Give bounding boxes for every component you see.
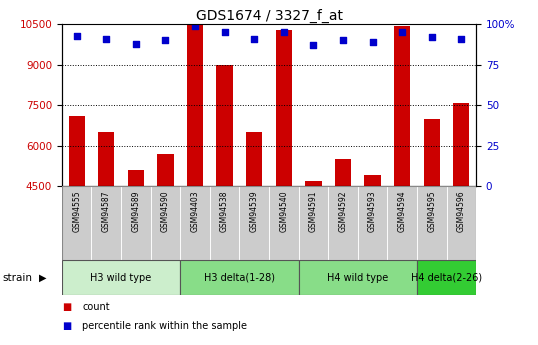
Bar xyxy=(246,132,263,186)
Point xyxy=(161,38,170,43)
Bar xyxy=(239,186,269,260)
Bar xyxy=(364,176,381,186)
Text: count: count xyxy=(82,302,110,312)
Point xyxy=(220,29,229,35)
Bar xyxy=(394,26,410,186)
Text: GSM94587: GSM94587 xyxy=(102,190,111,231)
Bar xyxy=(453,102,470,186)
Text: H3 wild type: H3 wild type xyxy=(90,273,152,283)
Bar xyxy=(98,132,115,186)
Bar xyxy=(305,181,322,186)
Text: GSM94591: GSM94591 xyxy=(309,190,318,231)
Text: GSM94596: GSM94596 xyxy=(457,190,466,231)
Title: GDS1674 / 3327_f_at: GDS1674 / 3327_f_at xyxy=(195,9,343,23)
Text: GSM94538: GSM94538 xyxy=(220,190,229,231)
Bar xyxy=(121,186,151,260)
Bar xyxy=(269,186,299,260)
Text: ▶: ▶ xyxy=(39,273,47,283)
Text: GSM94592: GSM94592 xyxy=(338,190,348,231)
Bar xyxy=(91,186,121,260)
Bar xyxy=(151,186,180,260)
Point xyxy=(250,36,258,41)
Text: GSM94539: GSM94539 xyxy=(250,190,259,231)
Point xyxy=(457,36,465,41)
Text: ■: ■ xyxy=(62,302,71,312)
Point xyxy=(279,29,288,35)
Text: strain: strain xyxy=(3,273,33,283)
Bar xyxy=(335,159,351,186)
Text: H3 delta(1-28): H3 delta(1-28) xyxy=(204,273,275,283)
Point xyxy=(131,41,140,46)
Bar xyxy=(275,30,292,186)
Point xyxy=(398,29,406,35)
Bar xyxy=(299,186,328,260)
Bar xyxy=(62,186,91,260)
Text: ■: ■ xyxy=(62,321,71,331)
Bar xyxy=(210,186,239,260)
Bar xyxy=(157,154,174,186)
Text: GSM94555: GSM94555 xyxy=(72,190,81,231)
Text: GSM94589: GSM94589 xyxy=(131,190,140,231)
Bar xyxy=(447,186,476,260)
Bar xyxy=(358,186,387,260)
Text: GSM94593: GSM94593 xyxy=(368,190,377,231)
Bar xyxy=(62,260,180,295)
Point xyxy=(427,34,436,40)
Bar xyxy=(68,116,85,186)
Bar xyxy=(180,186,210,260)
Bar xyxy=(216,65,233,186)
Bar xyxy=(180,260,299,295)
Bar xyxy=(387,186,417,260)
Text: GSM94540: GSM94540 xyxy=(279,190,288,231)
Point xyxy=(102,36,111,41)
Text: GSM94590: GSM94590 xyxy=(161,190,170,231)
Text: GSM94403: GSM94403 xyxy=(190,190,200,231)
Point xyxy=(368,39,377,45)
Text: percentile rank within the sample: percentile rank within the sample xyxy=(82,321,247,331)
Point xyxy=(309,42,317,48)
Bar xyxy=(128,170,144,186)
Point xyxy=(72,33,81,38)
Text: GSM94595: GSM94595 xyxy=(427,190,436,231)
Text: GSM94594: GSM94594 xyxy=(398,190,407,231)
Text: H4 delta(2-26): H4 delta(2-26) xyxy=(411,273,482,283)
Bar xyxy=(417,260,476,295)
Text: H4 wild type: H4 wild type xyxy=(327,273,388,283)
Bar xyxy=(299,260,417,295)
Bar xyxy=(417,186,447,260)
Point xyxy=(339,38,348,43)
Bar xyxy=(423,119,440,186)
Bar xyxy=(328,186,358,260)
Bar xyxy=(187,24,203,186)
Point xyxy=(190,23,199,29)
